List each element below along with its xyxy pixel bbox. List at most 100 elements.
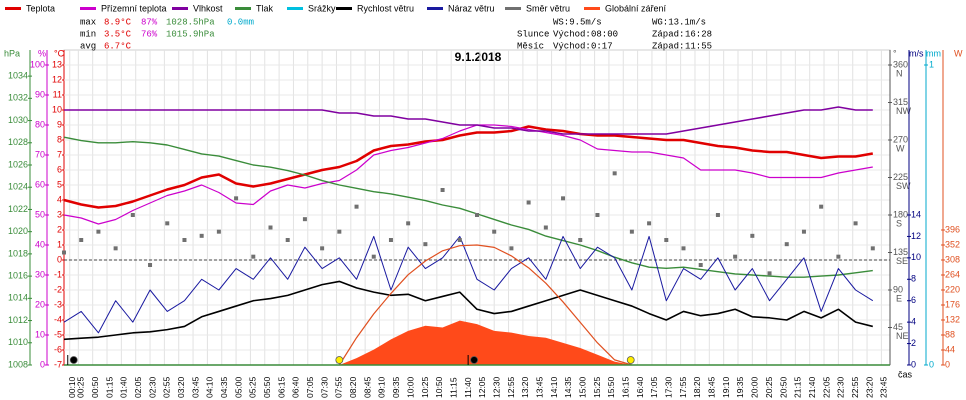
- wind-direction-point: [354, 204, 359, 209]
- wind-direction-point: [371, 254, 376, 259]
- x-tick-label: 00:25: [76, 376, 86, 398]
- compass-label: N: [896, 68, 903, 78]
- tick-label: 132: [945, 314, 960, 324]
- compass-label: E: [896, 293, 902, 303]
- wind-direction-point: [715, 213, 720, 217]
- tick-label: 8: [57, 134, 62, 144]
- x-tick-label: 21:40: [807, 376, 817, 398]
- tick-label: -6: [54, 344, 62, 354]
- tick-label: -1: [54, 269, 62, 279]
- x-tick-label: 22:30: [836, 376, 846, 398]
- wind-direction-point: [629, 229, 634, 234]
- wind-direction-point: [870, 246, 875, 251]
- tick-label: 45: [893, 322, 903, 332]
- series-line: [63, 124, 873, 225]
- wind-direction-point: [475, 213, 479, 217]
- series-line: [63, 235, 874, 334]
- tick-label: 13: [52, 59, 62, 69]
- tick-label: 315: [893, 97, 908, 107]
- wind-direction-point: [320, 246, 325, 251]
- axis-unit: W: [954, 48, 963, 58]
- x-tick-label: 09:35: [391, 376, 401, 398]
- tick-label: 4: [57, 194, 62, 204]
- tick-label: 1012: [8, 315, 28, 325]
- x-tick-label: 03:20: [176, 376, 186, 398]
- tick-label: 1028: [8, 137, 28, 147]
- wind-direction-point: [457, 238, 462, 242]
- tick-label: 30: [35, 269, 45, 279]
- wind-direction-point: [62, 250, 66, 255]
- wind-speed-stat: WS:9.5m/s: [553, 17, 602, 27]
- tick-label: -2: [54, 284, 62, 294]
- compass-label: SE: [896, 256, 908, 266]
- wind-direction-point: [130, 213, 135, 217]
- legend-label: Přízemní teplota: [101, 3, 167, 13]
- wind-direction-point: [165, 221, 170, 226]
- tick-label: 90: [893, 284, 903, 294]
- wind-direction-point: [647, 221, 652, 226]
- wind-direction-point: [561, 196, 566, 201]
- stat-label: min: [80, 29, 96, 39]
- moon-set: 11:55: [685, 41, 712, 51]
- x-tick-label: 15:00: [578, 376, 588, 398]
- stat-label: avg: [80, 41, 96, 51]
- x-tick-label: 00:10: [67, 376, 77, 398]
- series-line: [63, 280, 873, 341]
- x-tick-label: 13:45: [534, 376, 544, 398]
- tick-label: 9: [57, 119, 62, 129]
- tick-label: 1022: [8, 204, 28, 214]
- x-tick-label: 22:05: [821, 376, 831, 398]
- wind-direction-point: [733, 254, 738, 259]
- tick-label: 1032: [8, 93, 28, 103]
- tick-label: 1016: [8, 270, 28, 280]
- tick-label: 88: [945, 329, 955, 339]
- stat-temp: 6.7°C: [104, 41, 132, 51]
- wind-gust-stat: WG:13.1m/s: [652, 17, 706, 27]
- x-tick-label: 14:10: [549, 376, 559, 398]
- x-tick-label: 23:45: [879, 376, 889, 398]
- series-line: [63, 136, 873, 278]
- tick-label: 1030: [8, 115, 28, 125]
- wind-direction-point: [302, 217, 307, 222]
- tick-label: 1024: [8, 182, 28, 192]
- tick-label: 396: [945, 224, 960, 234]
- tick-label: 180: [893, 209, 908, 219]
- tick-label: 50: [35, 209, 45, 219]
- wind-direction-point: [113, 246, 118, 251]
- tick-label: 225: [893, 172, 908, 182]
- x-tick-label: 10:25: [420, 376, 430, 398]
- axis-unit: mm: [926, 48, 941, 58]
- legend-label: Směr větru: [526, 3, 570, 13]
- legend-swatch: [235, 7, 251, 10]
- stat-pres: 1028.5hPa: [166, 17, 215, 27]
- wind-direction-point: [526, 200, 531, 205]
- sun-rise: 08:00: [591, 29, 618, 39]
- x-tick-label: 18:45: [707, 376, 717, 398]
- wind-direction-point: [182, 238, 187, 242]
- legend-swatch: [336, 7, 352, 10]
- wind-direction-point: [801, 229, 806, 234]
- tick-label: 6: [911, 295, 916, 305]
- tick-label: 40: [35, 239, 45, 249]
- legend-label: Rychlost větru: [357, 3, 414, 13]
- x-tick-label: 05:50: [262, 376, 272, 398]
- wind-direction-point: [595, 213, 600, 217]
- wind-direction-point: [750, 233, 755, 238]
- x-tick-label: 15:50: [606, 376, 616, 398]
- legend-swatch: [172, 7, 188, 10]
- stat-temp: 3.5°C: [104, 29, 132, 39]
- legend-swatch: [427, 7, 443, 10]
- x-tick-label: 01:40: [119, 376, 129, 398]
- sun-label: Slunce: [517, 29, 549, 39]
- wind-direction-point: [819, 204, 824, 209]
- wind-direction-point: [251, 254, 256, 259]
- x-tick-label: 02:55: [162, 376, 172, 398]
- x-tick-label: 07:55: [334, 376, 344, 398]
- stat-label: max: [80, 17, 96, 27]
- sun-rise-marker: [335, 356, 344, 364]
- wind-direction-point: [406, 221, 411, 226]
- x-tick-label: 00:50: [90, 376, 100, 398]
- tick-label: 0: [929, 359, 934, 369]
- axis-unit: °C: [54, 48, 65, 58]
- sun-set-marker: [626, 356, 635, 364]
